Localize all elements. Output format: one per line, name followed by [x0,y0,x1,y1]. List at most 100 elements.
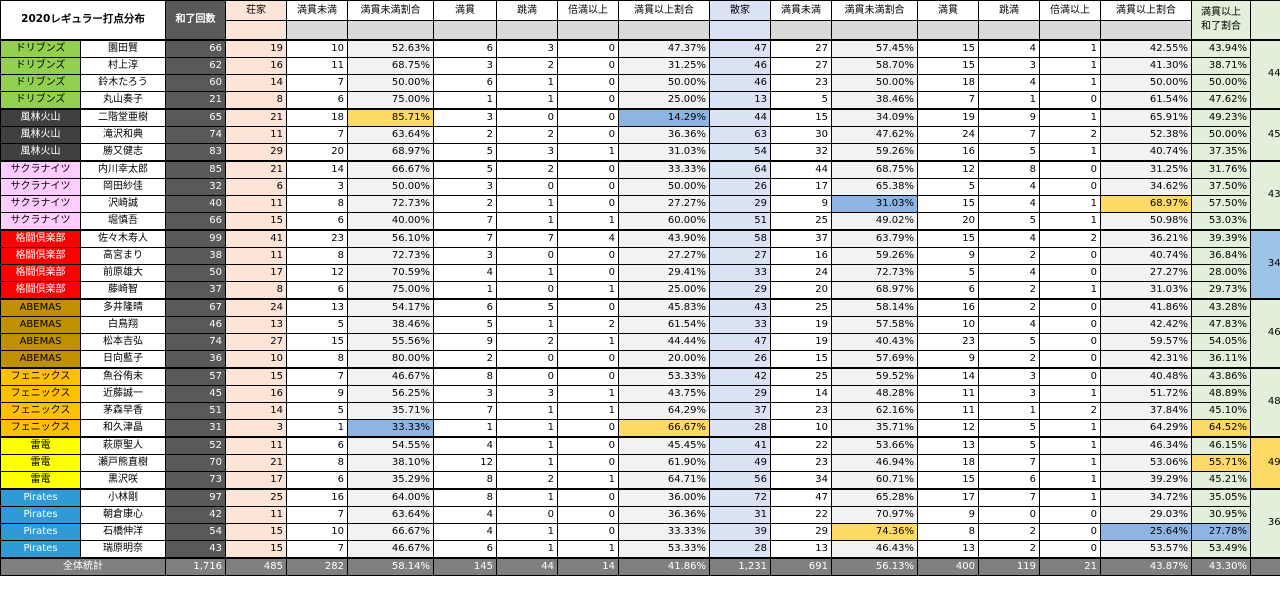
oya-cell: 21 [225,159,288,179]
summary-ko-baiman-cell: 21 [1039,556,1102,576]
ko-mangan-cell: 23 [917,332,980,351]
header-blank [557,20,620,40]
ko-mangan-cell: 11 [917,401,980,420]
ko-under-cell: 44 [770,159,833,179]
ko-under-rate-cell: 68.75% [831,159,919,179]
total-rate-cell: 53.03% [1191,211,1252,230]
agari-cell: 43 [165,539,227,558]
oya-haneman-cell: 5 [496,297,559,317]
total-rate-cell: 50.00% [1191,125,1252,144]
ko-over-rate-cell: 41.86% [1100,297,1193,317]
ko-over-rate-cell: 39.29% [1100,470,1193,489]
oya-cell: 3 [225,418,288,437]
summary-total-rate-cell: 43.30% [1191,556,1252,576]
header-oya-haneman: 跳満 [496,0,559,21]
oya-under-rate-cell: 54.17% [347,297,435,317]
agari-cell: 36 [165,349,227,368]
player-name-cell: 丸山奏子 [79,90,167,109]
ko-haneman-cell: 4 [978,38,1041,58]
agari-cell: 74 [165,332,227,351]
ko-baiman-cell: 2 [1039,125,1102,144]
header-agari: 和了回数 [165,0,227,40]
oya-baiman-cell: 0 [557,125,620,144]
agari-cell: 38 [165,246,227,265]
oya-over-rate-cell: 60.00% [618,211,711,230]
summary-oya-cell: 485 [225,556,288,576]
oya-mangan-cell: 6 [433,297,498,317]
agari-cell: 85 [165,159,227,179]
oya-cell: 21 [225,107,288,127]
ko-baiman-cell: 0 [1039,505,1102,524]
oya-baiman-cell: 1 [557,211,620,230]
header-blank [618,20,711,40]
header-oya-under: 満貫未満 [286,0,349,21]
oya-baiman-cell: 0 [557,159,620,179]
oya-baiman-cell: 0 [557,73,620,92]
oya-under-cell: 7 [286,125,349,144]
ko-cell: 47 [709,332,772,351]
ko-under-cell: 27 [770,38,833,58]
total-rate-cell: 30.95% [1191,505,1252,524]
oya-cell: 11 [225,435,288,455]
player-name-cell: 石橋伸洋 [79,522,167,541]
total-rate-cell: 45.10% [1191,401,1252,420]
ko-over-rate-cell: 34.62% [1100,177,1193,196]
oya-baiman-cell: 0 [557,246,620,265]
header-total-rate: 満貫以上 和了割合 [1191,0,1252,40]
total-rate-cell: 64.52% [1191,418,1252,437]
ko-cell: 64 [709,159,772,179]
header-ko-mangan: 満貫 [917,0,980,21]
ko-mangan-cell: 17 [917,487,980,507]
table-row: Pirates 瑞原明奈 43 15 7 46.67% 6 1 1 53.33% 28 13 46.43… [0,539,1280,558]
player-name-cell: 藤崎智 [79,280,167,299]
oya-mangan-cell: 7 [433,401,498,420]
ko-baiman-cell: 1 [1039,107,1102,127]
ko-mangan-cell: 9 [917,505,980,524]
team-name-cell: ドリブンズ [0,73,81,92]
oya-under-cell: 7 [286,73,349,92]
total-rate-cell: 36.11% [1191,349,1252,368]
oya-cell: 6 [225,177,288,196]
ko-haneman-cell: 4 [978,263,1041,282]
oya-mangan-cell: 2 [433,349,498,368]
summary-ko-mangan-cell: 400 [917,556,980,576]
table-row: 雷電 黒沢咲 73 17 6 35.29% 8 2 1 64.71% 56 34 60.71% 15 6 1 3… [0,470,1280,489]
oya-under-cell: 14 [286,159,349,179]
ko-over-rate-cell: 29.03% [1100,505,1193,524]
sheet-title: 2020レギュラー打点分布 [0,0,167,40]
team-name-cell: Pirates [0,522,81,541]
ko-mangan-cell: 7 [917,90,980,109]
ko-haneman-cell: 3 [978,56,1041,75]
ko-cell: 13 [709,90,772,109]
player-name-cell: 園田賢 [79,38,167,58]
ko-haneman-cell: 5 [978,332,1041,351]
ko-under-cell: 47 [770,487,833,507]
summary-ko-haneman-cell: 119 [978,556,1041,576]
player-name-cell: 瀬戸熊直樹 [79,453,167,472]
ko-haneman-cell: 5 [978,418,1041,437]
header-blank [286,20,349,40]
table-row: サクラナイツ 岡田紗佳 32 6 3 50.00% 3 0 0 50.00% 26 17 65.38% 5… [0,177,1280,196]
table-row: ドリブンズ 鈴木たろう 60 14 7 50.00% 6 1 0 50.00% 46 23 50.00%… [0,73,1280,92]
oya-mangan-cell: 7 [433,228,498,248]
team-name-cell: サクラナイツ [0,159,81,179]
ko-mangan-cell: 20 [917,211,980,230]
header-blank [347,20,435,40]
team-name-cell: ドリブンズ [0,56,81,75]
total-rate-cell: 43.86% [1191,366,1252,386]
ko-cell: 46 [709,56,772,75]
oya-baiman-cell: 0 [557,349,620,368]
total-rate-cell: 47.62% [1191,90,1252,109]
ko-haneman-cell: 2 [978,280,1041,299]
team-name-cell: サクラナイツ [0,177,81,196]
oya-cell: 17 [225,263,288,282]
oya-haneman-cell: 1 [496,211,559,230]
ko-cell: 29 [709,280,772,299]
oya-over-rate-cell: 44.44% [618,332,711,351]
oya-under-rate-cell: 63.64% [347,505,435,524]
ko-under-cell: 23 [770,453,833,472]
oya-under-rate-cell: 52.63% [347,38,435,58]
total-rate-cell: 36.84% [1191,246,1252,265]
header-blank [917,20,980,40]
oya-mangan-cell: 1 [433,418,498,437]
